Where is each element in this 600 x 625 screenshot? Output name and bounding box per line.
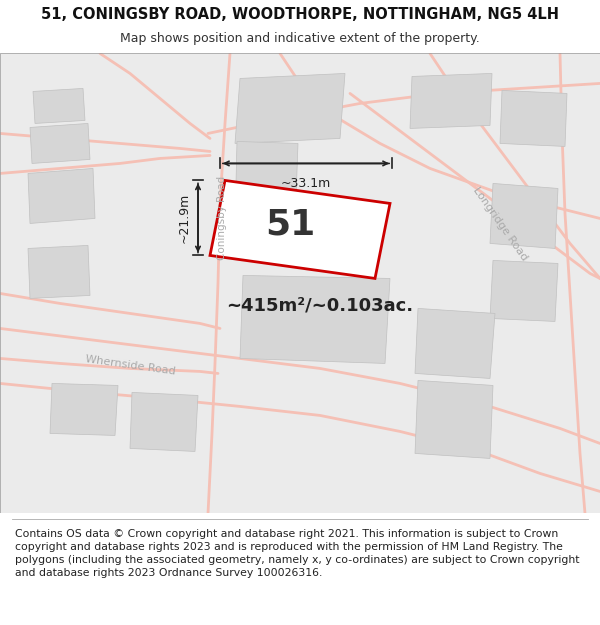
Polygon shape: [30, 124, 90, 163]
Polygon shape: [235, 141, 298, 226]
Text: ~33.1m: ~33.1m: [281, 177, 331, 191]
Text: Coningsby Road: Coningsby Road: [217, 176, 227, 261]
Text: Contains OS data © Crown copyright and database right 2021. This information is : Contains OS data © Crown copyright and d…: [15, 529, 580, 578]
Polygon shape: [33, 88, 85, 124]
Polygon shape: [130, 392, 198, 451]
Polygon shape: [490, 261, 558, 321]
Text: Map shows position and indicative extent of the property.: Map shows position and indicative extent…: [120, 32, 480, 45]
Polygon shape: [210, 181, 390, 279]
Text: Whernside Road: Whernside Road: [85, 354, 176, 377]
Polygon shape: [500, 91, 567, 146]
Polygon shape: [50, 383, 118, 436]
Text: 51: 51: [265, 208, 315, 241]
Polygon shape: [410, 73, 492, 129]
Polygon shape: [28, 168, 95, 223]
Polygon shape: [235, 73, 345, 143]
Text: ~21.9m: ~21.9m: [178, 192, 191, 243]
Text: ~415m²/~0.103ac.: ~415m²/~0.103ac.: [226, 296, 413, 314]
Polygon shape: [240, 276, 390, 363]
Polygon shape: [415, 381, 493, 458]
Polygon shape: [28, 246, 90, 298]
Text: Longridge Road: Longridge Road: [471, 185, 529, 262]
Polygon shape: [490, 184, 558, 248]
Polygon shape: [415, 308, 495, 378]
Text: 51, CONINGSBY ROAD, WOODTHORPE, NOTTINGHAM, NG5 4LH: 51, CONINGSBY ROAD, WOODTHORPE, NOTTINGH…: [41, 7, 559, 22]
